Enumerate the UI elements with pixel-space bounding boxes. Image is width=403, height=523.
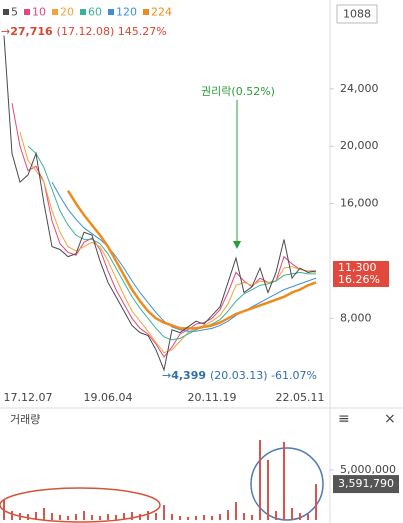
last-price: 11,300: [338, 261, 377, 274]
volume-bar: [235, 502, 237, 520]
volume-bar: [163, 505, 165, 520]
legend-label: 120: [116, 6, 137, 19]
volume-bar: [51, 513, 53, 520]
volume-bar: [267, 460, 269, 520]
volume-title: 거래량: [10, 413, 40, 426]
current-volume: 3,591,790: [338, 477, 394, 490]
volume-bar: [155, 513, 157, 520]
volume-bar: [11, 511, 13, 520]
volume-bar: [99, 516, 101, 520]
series-line: [27, 145, 316, 341]
ex-rights-arrowhead: [233, 241, 241, 249]
x-tick-label: 19.06.04: [84, 391, 133, 404]
last-price-box: [333, 260, 389, 287]
high-label: →27,716 (17.12.08) 145.27%: [1, 25, 167, 38]
x-tick-label: 17.12.07: [4, 391, 53, 404]
volume-bar: [3, 500, 5, 520]
volume-bar: [35, 512, 37, 520]
highlight-circle: [250, 447, 324, 521]
volume-bar: [115, 515, 117, 520]
legend-label: 20: [60, 6, 74, 19]
code[interactable]: 1088: [343, 8, 371, 21]
low-detail: (20.03.13) -61.07%: [210, 369, 317, 382]
volume-bar: [299, 513, 301, 520]
legend-label: 5: [11, 6, 18, 19]
volume-bar: [307, 514, 309, 520]
last-change: 16.26%: [338, 273, 380, 286]
volume-bar: [147, 511, 149, 520]
legend-swatch: [80, 9, 86, 15]
volume-bar: [251, 515, 253, 520]
volume-bar: [227, 510, 229, 520]
volume-bar: [179, 516, 181, 520]
volume-bar: [315, 484, 317, 520]
ex-rights-label: 권리락(0.52%): [201, 85, 275, 98]
volume-bar: [75, 514, 77, 520]
volume-bar: [203, 515, 205, 520]
legend-label: 60: [88, 6, 102, 19]
legend-swatch: [3, 9, 9, 15]
volume-bar: [107, 514, 109, 520]
volume-bar: [27, 514, 29, 520]
legend-swatch: [24, 9, 30, 15]
high-price: 27,716: [10, 25, 53, 38]
series-line: [66, 190, 317, 330]
x-tick-label: 22.05.11: [276, 391, 325, 404]
volume-bar: [43, 508, 45, 520]
volume-bar: [83, 511, 85, 520]
y-tick-label: 20,000: [340, 139, 379, 152]
legend-swatch: [108, 9, 114, 15]
volume-bar: [59, 515, 61, 520]
legend-label: 10: [32, 6, 46, 19]
legend-swatch: [143, 9, 149, 15]
volume-bar: [19, 513, 21, 520]
code-box[interactable]: [336, 4, 378, 24]
volume-bar: [219, 514, 221, 520]
volume-bar: [187, 517, 189, 520]
y-tick-label: 5,000,000: [340, 463, 396, 476]
y-tick-label: 8,000: [340, 311, 372, 324]
volume-bar: [275, 511, 277, 520]
low-price: 4,399: [171, 369, 206, 382]
high-detail: (17.12.08) 145.27%: [57, 25, 167, 38]
series-line: [19, 131, 317, 354]
volume-bar: [171, 514, 173, 520]
volume-bar: [139, 514, 141, 520]
legend-label: 224: [151, 6, 172, 19]
low-label: →4,399 (20.03.13) -61.07%: [162, 369, 317, 382]
volume-bar: [291, 508, 293, 520]
volume-bar: [211, 516, 213, 520]
legend-swatch: [52, 9, 58, 15]
highlight-ellipse: [0, 487, 161, 523]
current-volume-box: [333, 475, 399, 494]
volume-bar: [243, 513, 245, 520]
y-tick-label: 16,000: [340, 197, 379, 210]
series-line: [51, 181, 317, 332]
close-icon[interactable]: ×: [384, 411, 396, 427]
volume-bar: [283, 442, 285, 520]
menu-icon[interactable]: ≡: [338, 411, 350, 427]
volume-bar: [259, 440, 261, 520]
volume-bar: [91, 515, 93, 520]
series-line: [3, 35, 317, 372]
volume-bar: [131, 512, 133, 520]
y-tick-label: 24,000: [340, 82, 379, 95]
volume-bar: [123, 513, 125, 520]
volume-bar: [195, 516, 197, 520]
x-tick-label: 20.11.19: [188, 391, 237, 404]
volume-bar: [67, 516, 69, 520]
series-line: [11, 103, 316, 358]
